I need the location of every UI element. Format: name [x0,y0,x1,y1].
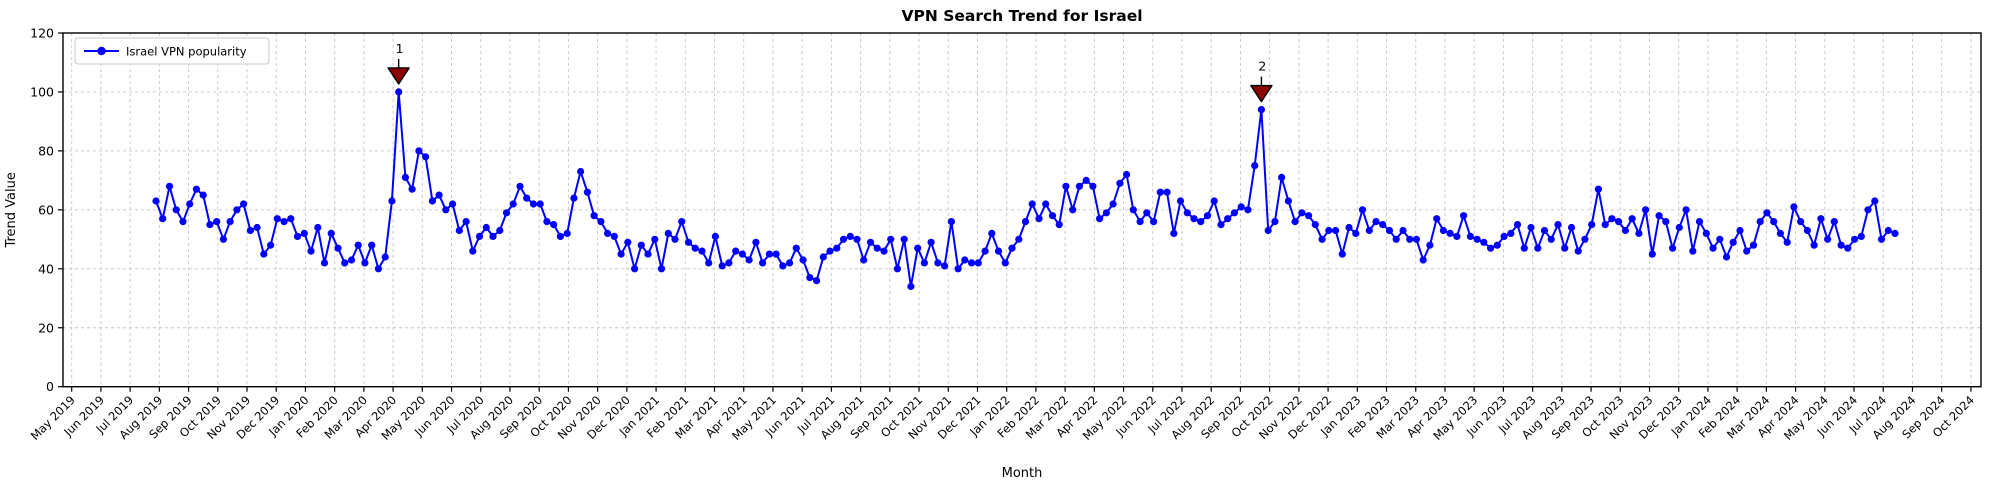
legend: Israel VPN popularity [74,37,270,65]
annotation-label: 1 [396,41,404,56]
y-tick-label: 20 [38,320,54,335]
x-axis-label: Month [1002,466,1043,481]
y-axis-label: Trend Value [4,172,19,248]
plot-frame [62,32,1982,388]
data-point-markers [152,88,1899,291]
y-tick-label: 100 [30,84,54,99]
legend-swatch-marker [97,46,106,56]
annotation-2: 2 [1250,59,1273,103]
legend-label: Israel VPN popularity [126,45,247,59]
y-tick-label: 80 [38,143,54,158]
annotation-label: 2 [1258,59,1266,74]
y-tick-label: 60 [38,202,54,217]
chart-title: VPN Search Trend for Israel [901,7,1142,25]
gridlines [63,32,1981,388]
y-tick-label: 40 [38,261,54,276]
y-tick-label: 0 [46,379,54,394]
data-series-line [155,90,1896,288]
y-tick-label: 120 [30,26,54,41]
y-axis-ticks: 0 20 40 60 80 100 120 [30,26,63,394]
annotation-1: 1 [387,41,410,85]
